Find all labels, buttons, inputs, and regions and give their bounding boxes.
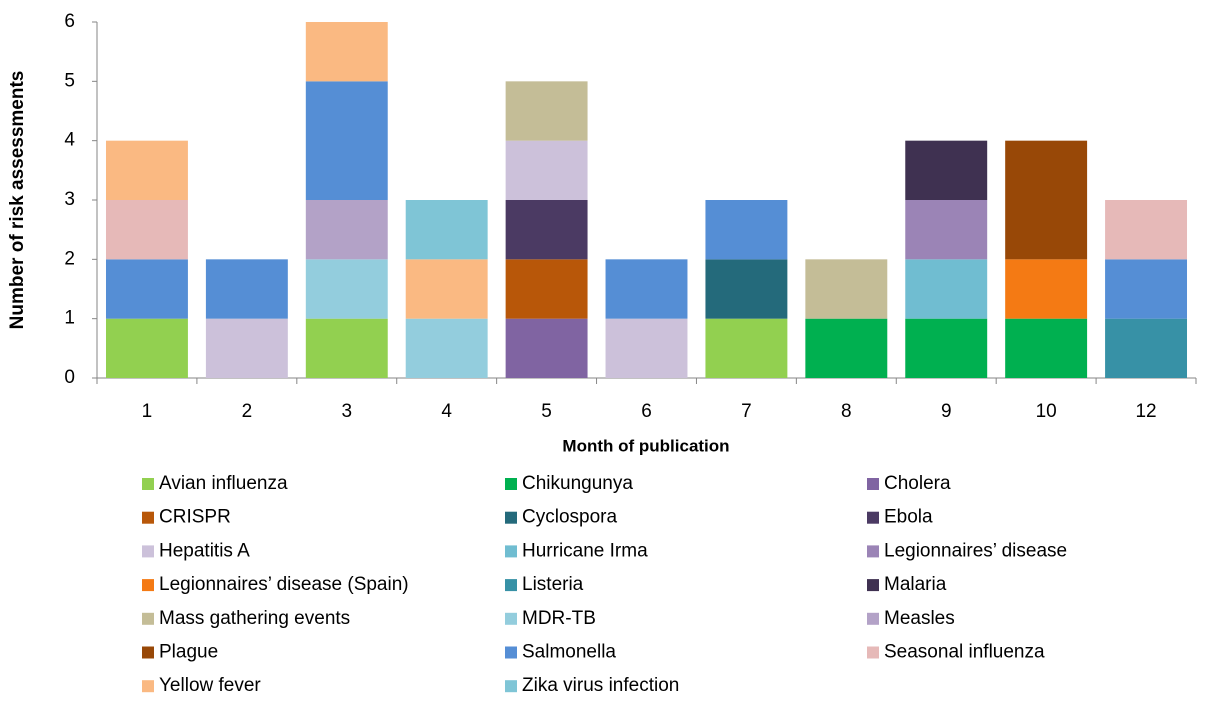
legend-label: Legionnaires’ disease xyxy=(884,540,1067,561)
bar-segment xyxy=(505,200,588,260)
legend-label: Avian influenza xyxy=(159,473,288,494)
legend-label: Chikungunya xyxy=(522,473,633,494)
bar-segment xyxy=(705,259,788,319)
legend-swatch xyxy=(505,680,517,693)
bar-segment xyxy=(1005,259,1088,319)
bar-segment xyxy=(205,259,288,319)
bar-segment xyxy=(1005,318,1088,378)
x-axis-label: Month of publication xyxy=(562,436,729,455)
legend-swatch xyxy=(142,579,154,592)
bar-segment xyxy=(705,200,788,260)
x-tick-label: 3 xyxy=(341,401,352,422)
bar-segment xyxy=(605,259,688,319)
y-axis-label: Number of risk assessments xyxy=(7,71,28,330)
bar-segment xyxy=(905,318,988,378)
bar-segment xyxy=(1105,200,1188,260)
legend-label: Cyclospora xyxy=(522,507,617,528)
bar-segment xyxy=(305,200,388,260)
legend-label: MDR-TB xyxy=(522,608,596,629)
legend-swatch xyxy=(505,545,517,558)
bar-segment xyxy=(905,259,988,319)
bar-segment xyxy=(205,318,288,378)
bar-segment xyxy=(405,200,488,260)
legend-label: Hurricane Irma xyxy=(522,540,648,561)
x-tick-label: 1 xyxy=(142,401,153,422)
bar-segment xyxy=(305,81,388,200)
y-tick-label: 3 xyxy=(64,189,75,210)
bar-segment xyxy=(105,140,188,200)
x-tick-label: 4 xyxy=(441,401,452,422)
bar-segment xyxy=(905,200,988,260)
y-tick-label: 5 xyxy=(64,70,75,91)
legend-swatch xyxy=(867,612,879,625)
bar-segment xyxy=(105,318,188,378)
legend-swatch xyxy=(505,478,517,490)
legend-swatch xyxy=(867,478,879,490)
bar-segment xyxy=(605,318,688,378)
bar-segment xyxy=(105,259,188,319)
legend-swatch xyxy=(142,545,154,558)
legend-swatch xyxy=(142,612,154,625)
x-tick-label: 5 xyxy=(541,401,552,422)
bar-segment xyxy=(1105,259,1188,319)
x-tick-label: 2 xyxy=(242,401,253,422)
bar-segment xyxy=(905,140,988,200)
bar-segment xyxy=(705,318,788,378)
x-tick-label: 6 xyxy=(641,401,652,422)
x-tick-label: 7 xyxy=(741,401,752,422)
x-tick-label: 12 xyxy=(1135,401,1156,422)
bar-segment xyxy=(305,259,388,319)
legend-swatch xyxy=(142,478,154,490)
legend-label: Ebola xyxy=(884,507,933,528)
legend-swatch xyxy=(867,646,879,659)
legend-label: Measles xyxy=(884,608,955,629)
legend-label: Seasonal influenza xyxy=(884,642,1045,663)
x-tick-label: 8 xyxy=(841,401,852,422)
bar-segment xyxy=(105,200,188,260)
y-tick-label: 2 xyxy=(64,248,75,269)
legend-swatch xyxy=(505,646,517,659)
legend-label: Hepatitis A xyxy=(159,540,250,561)
legend-label: Salmonella xyxy=(522,642,616,663)
bar-segment xyxy=(305,22,388,82)
bar-segment xyxy=(1105,318,1188,378)
bar-segment xyxy=(505,140,588,200)
legend-swatch xyxy=(505,511,517,524)
legend-swatch xyxy=(505,579,517,592)
bar-segment xyxy=(805,318,888,378)
y-tick-label: 4 xyxy=(64,130,75,151)
legend-label: Malaria xyxy=(884,574,947,595)
bar-segment xyxy=(305,318,388,378)
legend-label: Plague xyxy=(159,642,218,663)
y-tick-label: 0 xyxy=(64,367,75,388)
legend-swatch xyxy=(505,612,517,625)
bar-segment xyxy=(405,259,488,319)
legend-label: Listeria xyxy=(522,574,584,595)
legend-label: Zika virus infection xyxy=(522,675,679,696)
legend-swatch xyxy=(142,511,154,524)
legend-label: Legionnaires’ disease (Spain) xyxy=(159,574,409,595)
y-tick-label: 6 xyxy=(64,11,75,32)
legend-label: Cholera xyxy=(884,473,951,494)
bar-segment xyxy=(405,318,488,378)
legend-swatch xyxy=(867,511,879,524)
legend-label: CRISPR xyxy=(159,507,231,528)
bar-segment xyxy=(505,81,588,141)
bar-segment xyxy=(805,259,888,319)
legend-swatch xyxy=(867,545,879,558)
bar-segment xyxy=(505,259,588,319)
x-tick-label: 9 xyxy=(941,401,952,422)
legend-swatch xyxy=(142,646,154,659)
legend-swatch xyxy=(142,680,154,693)
x-tick-label: 10 xyxy=(1036,401,1057,422)
bar-segment xyxy=(505,318,588,378)
legend-label: Yellow fever xyxy=(159,675,261,696)
legend-swatch xyxy=(867,579,879,592)
bar-segment xyxy=(1005,140,1088,260)
legend-label: Mass gathering events xyxy=(159,608,350,629)
y-tick-label: 1 xyxy=(64,308,75,329)
